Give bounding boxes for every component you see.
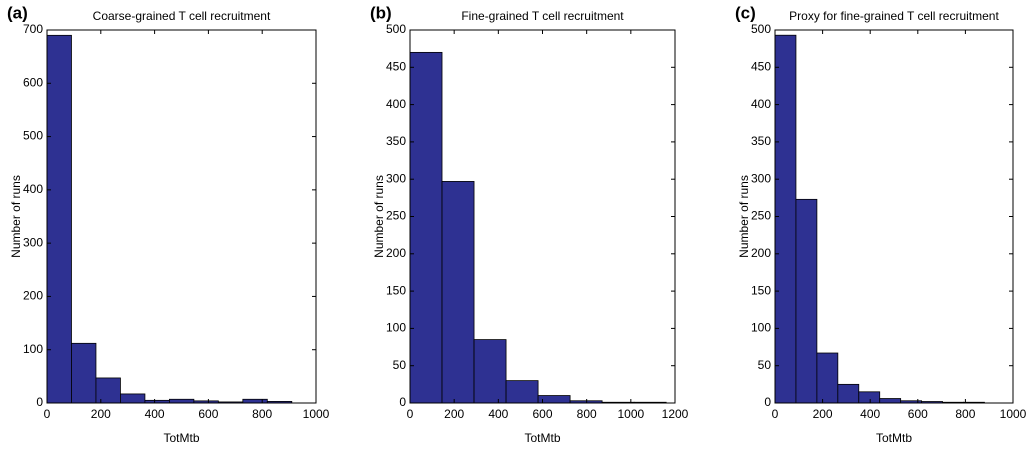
x-tick-label: 800 (955, 407, 975, 421)
y-axis-label: Number of runs (9, 175, 23, 258)
bar (858, 391, 881, 404)
y-tick-label: 450 (751, 59, 771, 73)
x-tick-label: 200 (444, 407, 464, 421)
x-tick-label: 800 (252, 407, 272, 421)
y-tick-label: 200 (751, 246, 771, 260)
bar (46, 34, 72, 404)
y-tick-label: 250 (751, 209, 771, 223)
x-axis-label: TotMtb (163, 431, 199, 445)
x-tick-label: 1000 (303, 407, 330, 421)
y-tick-label: 600 (23, 75, 43, 89)
x-tick-label: 0 (772, 407, 779, 421)
y-tick-label: 100 (751, 321, 771, 335)
x-tick-label: 400 (145, 407, 165, 421)
x-tick-label: 1200 (662, 407, 689, 421)
y-tick-label: 300 (751, 171, 771, 185)
y-tick-label: 350 (386, 134, 406, 148)
chart-title: Proxy for fine-grained T cell recruitmen… (789, 9, 999, 23)
x-tick-label: 0 (407, 407, 414, 421)
bar (168, 398, 195, 404)
y-tick-label: 0 (764, 395, 771, 409)
x-tick-label: 600 (532, 407, 552, 421)
y-axis-label: Number of runs (737, 175, 751, 258)
y-tick-label: 300 (23, 235, 43, 249)
y-tick-label: 50 (758, 358, 772, 372)
x-tick-label: 400 (488, 407, 508, 421)
axes-box (46, 29, 317, 404)
panel-label: (a) (7, 3, 28, 22)
y-tick-label: 100 (23, 342, 43, 356)
panel-label: (b) (370, 3, 392, 22)
chart-title: Coarse-grained T cell recruitment (93, 9, 271, 23)
x-axis-label: TotMtb (876, 431, 912, 445)
x-tick-label: 800 (577, 407, 597, 421)
x-tick-label: 1000 (1000, 407, 1027, 421)
chart-title: Fine-grained T cell recruitment (461, 9, 624, 23)
y-tick-label: 700 (23, 22, 43, 36)
y-tick-label: 150 (386, 283, 406, 297)
x-tick-label: 1000 (617, 407, 644, 421)
y-tick-label: 50 (393, 358, 407, 372)
bar (120, 393, 146, 404)
y-tick-label: 400 (23, 182, 43, 196)
bar (879, 398, 902, 404)
bar (71, 342, 97, 404)
bar (505, 380, 539, 404)
y-tick-label: 300 (386, 171, 406, 185)
bar (441, 181, 475, 404)
x-axis-label: TotMtb (524, 431, 560, 445)
bar (473, 339, 507, 404)
y-tick-label: 400 (751, 97, 771, 111)
bar (95, 377, 121, 404)
y-tick-label: 100 (386, 321, 406, 335)
y-tick-label: 250 (386, 209, 406, 223)
y-tick-label: 500 (386, 22, 406, 36)
bar (816, 352, 839, 404)
panel-label: (c) (735, 3, 756, 22)
y-tick-label: 0 (399, 395, 406, 409)
y-tick-label: 500 (23, 129, 43, 143)
bar (837, 383, 860, 404)
bar (774, 34, 797, 404)
y-tick-label: 500 (751, 22, 771, 36)
bar (242, 398, 268, 404)
x-tick-label: 200 (813, 407, 833, 421)
y-tick-label: 0 (36, 395, 43, 409)
y-tick-label: 350 (751, 134, 771, 148)
x-tick-label: 600 (908, 407, 928, 421)
y-tick-label: 200 (386, 246, 406, 260)
x-tick-label: 600 (198, 407, 218, 421)
x-tick-label: 200 (91, 407, 111, 421)
y-tick-label: 200 (23, 289, 43, 303)
bar (409, 51, 443, 404)
y-tick-label: 400 (386, 97, 406, 111)
bar (795, 198, 818, 404)
y-axis-label: Number of runs (372, 175, 386, 258)
x-tick-label: 0 (44, 407, 51, 421)
y-tick-label: 450 (386, 59, 406, 73)
x-tick-label: 400 (860, 407, 880, 421)
y-tick-label: 150 (751, 283, 771, 297)
